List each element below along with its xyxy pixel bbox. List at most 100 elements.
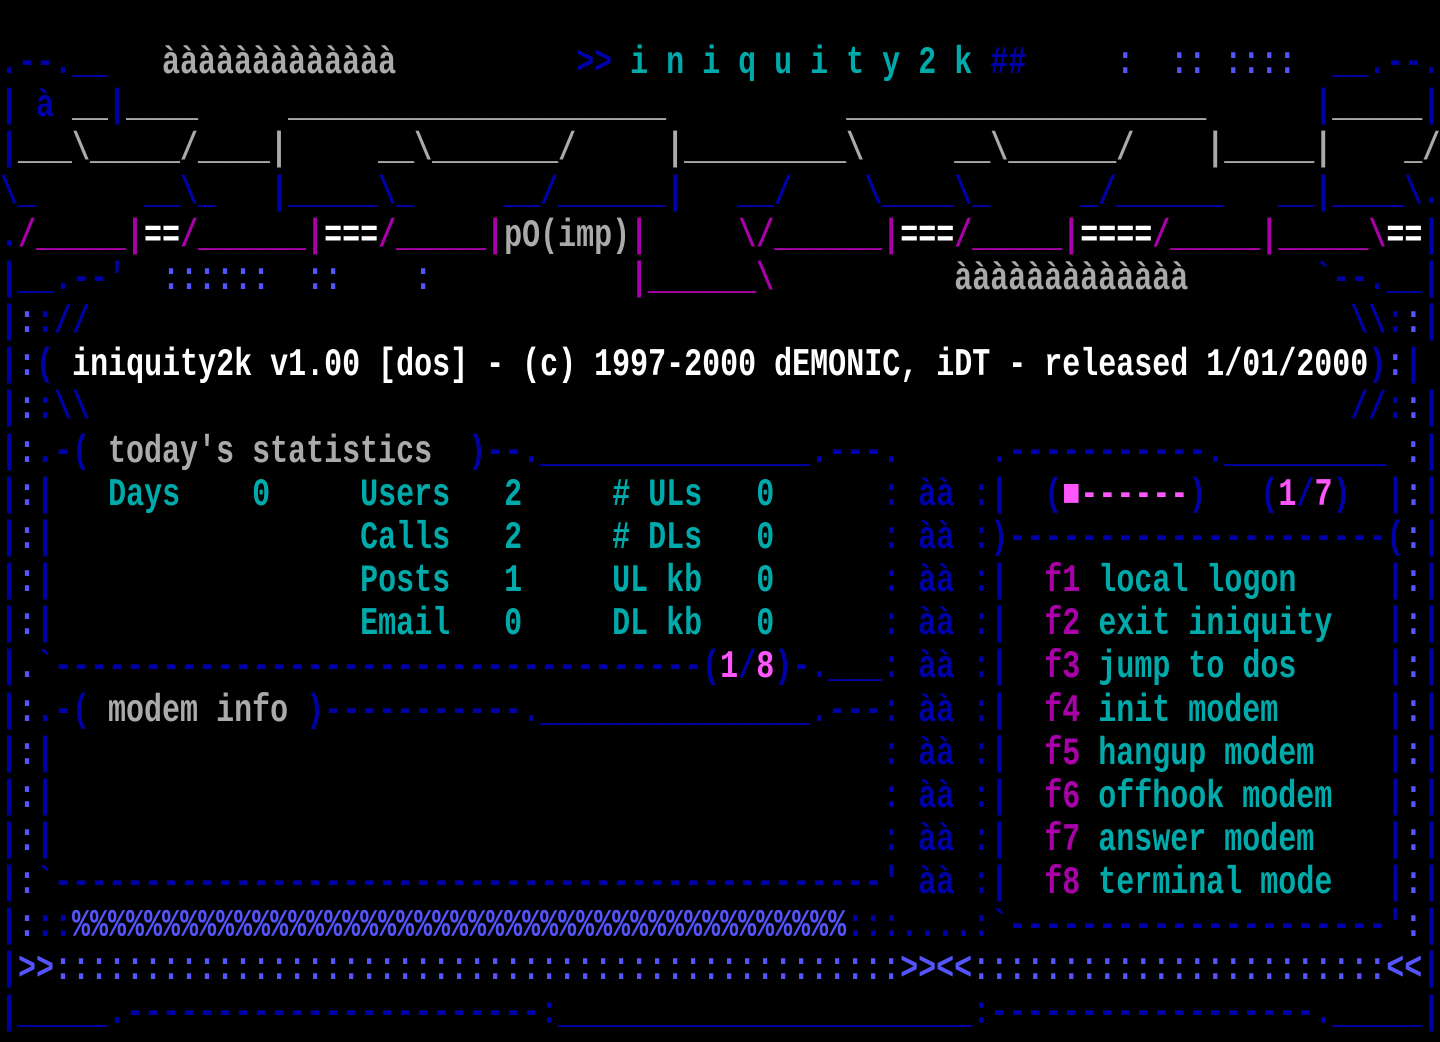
ascii-art: |: [1314, 85, 1333, 130]
ascii-art: :: [18, 387, 37, 432]
menu-item-f8-key[interactable]: f8: [1044, 861, 1081, 907]
ascii-art: ------------------------------------: [54, 646, 703, 691]
ascii-art: _/: [1404, 128, 1440, 173]
ascii-art: |: [0, 948, 19, 993]
screen-row: |:| Days 0 Users 2 # ULs 0 : àà :| (■---…: [0, 468, 1440, 524]
ascii-art: |_____.: [0, 991, 127, 1036]
menu-item-f3-key[interactable]: f3: [1044, 646, 1081, 691]
menu-item-f8-label[interactable]: terminal mode: [1098, 861, 1333, 907]
ascii-art: _______________________: [558, 991, 973, 1036]
ascii-art: ): [1188, 473, 1207, 518]
screen-row: |:| : àà :| f7 answer modem |:|: [0, 813, 1440, 869]
ascii-art: _____: [1332, 85, 1423, 130]
menu-item-f2-key[interactable]: f2: [1044, 602, 1081, 648]
ascii-art: |: [36, 473, 55, 518]
menu-item-f5-key[interactable]: f5: [1044, 732, 1081, 777]
ascii-art: |: [1422, 387, 1440, 432]
ascii-art: :::: [846, 905, 901, 950]
ascii-art: :: [18, 818, 37, 863]
ascii-art: (: [1386, 516, 1405, 561]
menu-item-f7-label[interactable]: answer modem: [1098, 818, 1315, 863]
menu-item-f4-key[interactable]: f4: [1044, 689, 1081, 734]
ascii-art: |: [1422, 214, 1440, 259]
ascii-art: \\: [54, 387, 91, 432]
ascii-art: : àà :|: [882, 732, 1009, 777]
menu-item-f6-key[interactable]: f6: [1044, 775, 1081, 820]
ascii-art: :::::: :: :: [162, 257, 433, 302]
stat-value-ul-kb: 0: [756, 559, 775, 604]
ascii-art: :: [1404, 387, 1423, 432]
ascii-art: __/______|: [504, 171, 685, 216]
ascii-art: \\: [1350, 300, 1387, 346]
ascii-art: :: [18, 300, 37, 346]
ascii-art: |: [1422, 861, 1440, 907]
stat-value-uploads: 0: [756, 473, 775, 518]
ascii-art: :: [18, 602, 37, 648]
menu-item-f6-label[interactable]: offhook modem: [1098, 775, 1333, 820]
ascii-art: ---------------------: [1008, 905, 1387, 950]
ascii-art: : :: ::::: [1116, 41, 1297, 87]
stats-panel-title: today's statistics: [108, 430, 433, 475]
stat-label-downloads: # DLs: [612, 516, 703, 561]
ascii-art: /______|: [180, 214, 325, 259]
screen-row: |:| : àà :| f6 offhook modem |:|: [0, 770, 1440, 826]
logo-accent: ààààààààààààà: [162, 41, 397, 87]
ascii-art: :: [18, 516, 37, 561]
menu-item-f7-key[interactable]: f7: [1044, 818, 1081, 863]
screen-row: \_ __\_ |_____\_ __/______| __/ \____\_ …: [0, 166, 1440, 222]
ascii-art: |: [0, 300, 19, 346]
menu-item-f1-key[interactable]: f1: [1044, 559, 1081, 604]
ascii-art: :: [1404, 732, 1423, 777]
ascii-art: : àà :|: [882, 689, 1009, 734]
ascii-art: :: [1404, 905, 1423, 950]
ascii-art: :: [18, 689, 37, 734]
menu-page-current: 1: [1278, 473, 1297, 518]
menu-item-f4-label[interactable]: init modem: [1098, 689, 1279, 734]
ascii-art: >><<: [900, 948, 973, 993]
ascii-art: :: [18, 905, 37, 950]
ascii-art: //: [54, 300, 91, 346]
ascii-art: __|____\.: [1278, 171, 1440, 216]
screen-row: |::// \\::|: [0, 296, 1440, 352]
ascii-art: |_________\: [666, 128, 865, 173]
ascii-art: |: [1386, 559, 1405, 604]
ascii-art: |: [1422, 905, 1440, 950]
ascii-art: /_____|: [18, 214, 145, 259]
ascii-art: ------------------: [990, 991, 1315, 1036]
ascii-art: __: [72, 85, 109, 130]
ascii-art: ====: [1080, 214, 1153, 259]
menu-item-f3-label[interactable]: jump to dos: [1098, 646, 1297, 691]
stat-label-days: Days: [108, 473, 181, 518]
menu-item-f1-label[interactable]: local logon: [1098, 559, 1297, 604]
screen-row: |:| Email 0 DL kb 0 : àà :| f2 exit iniq…: [0, 598, 1440, 654]
ascii-art: __.--.: [1332, 41, 1440, 87]
menu-item-f5-label[interactable]: hangup modem: [1098, 732, 1315, 777]
ascii-art: .: [18, 646, 37, 691]
stats-page-total: 8: [756, 646, 775, 691]
ascii-art: |: [36, 559, 55, 604]
screen-row: |___\_____/____| __\_______/ |_________\…: [0, 123, 1440, 179]
ascii-art: .-(: [36, 430, 109, 475]
ascii-art: ____________________: [846, 85, 1207, 130]
ascii-art: |: [0, 516, 19, 561]
ascii-art: `: [36, 861, 55, 907]
ascii-art: : àà :|: [882, 775, 1009, 820]
stat-label-calls: Calls: [360, 516, 451, 561]
stat-label-posts: Posts: [360, 559, 451, 604]
ascii-art: ===: [324, 214, 379, 259]
ascii-art: -----------------------: [126, 991, 541, 1036]
ascii-art: \____\_: [864, 171, 991, 216]
ascii-art: ::::::::::::::::::::::::::::::::::::::::…: [54, 948, 901, 993]
ascii-art: __\_______/: [378, 128, 577, 173]
ascii-art: /_____|: [954, 214, 1081, 259]
stat-value-downloads: 0: [756, 516, 775, 561]
menu-item-f2-label[interactable]: exit iniquity: [1098, 602, 1333, 648]
ascii-art: |: [0, 818, 19, 863]
ascii-art: __/: [738, 171, 793, 216]
ascii-art: |: [0, 473, 19, 518]
ascii-art: .--.__: [0, 41, 109, 87]
ascii-art: |_____\_: [270, 171, 415, 216]
ascii-art: ::: [36, 905, 73, 950]
ascii-art: ....: [900, 905, 973, 950]
